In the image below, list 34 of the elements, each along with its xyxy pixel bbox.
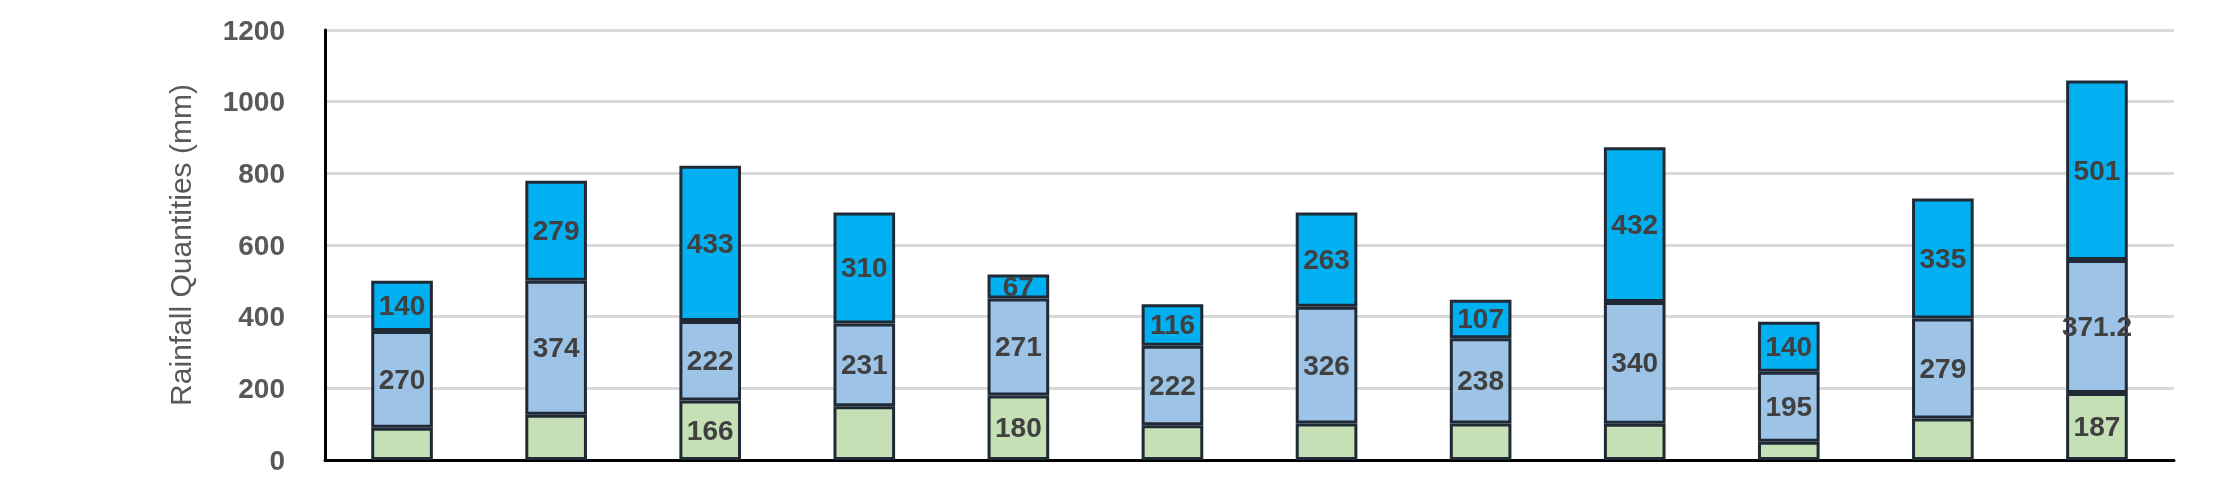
data-label: 279 xyxy=(532,215,580,247)
data-label: 279 xyxy=(1919,352,1967,384)
data-label: 335 xyxy=(1919,242,1967,274)
y-tick-label: 400 xyxy=(238,301,285,333)
data-label: 166 xyxy=(686,414,734,446)
data-label: 433 xyxy=(686,227,734,259)
data-label: 67 xyxy=(1002,270,1034,302)
data-label: 271 xyxy=(995,331,1042,363)
y-tick-label: 800 xyxy=(238,157,285,189)
data-label: 222 xyxy=(1149,369,1196,401)
data-label: 140 xyxy=(1765,331,1813,363)
data-label: 116 xyxy=(1149,309,1196,341)
y-axis-title: Rainfall Quantities (mm) xyxy=(163,84,197,406)
y-tick-label: 200 xyxy=(238,372,285,404)
y-tick-label: 1200 xyxy=(222,14,285,46)
y-tick-label: 1000 xyxy=(222,86,285,118)
y-tick-label: 0 xyxy=(269,444,285,476)
data-label: 326 xyxy=(1303,349,1350,381)
data-label: 222 xyxy=(686,345,734,377)
data-label: 107 xyxy=(1457,303,1504,335)
data-label: 195 xyxy=(1765,391,1813,423)
data-label: 432 xyxy=(1611,209,1659,241)
data-label: 310 xyxy=(840,252,888,284)
data-label: 231 xyxy=(840,349,888,381)
data-label: 340 xyxy=(1611,347,1659,379)
data-label: 263 xyxy=(1303,244,1350,276)
data-label: 180 xyxy=(995,412,1042,444)
data-label: 140 xyxy=(378,290,426,322)
data-label: 374 xyxy=(532,332,580,364)
data-label: 187 xyxy=(2073,411,2121,442)
data-label: 501 xyxy=(2073,154,2121,186)
data-label: 238 xyxy=(1457,365,1504,397)
y-tick-label: 600 xyxy=(238,229,285,261)
data-label: 270 xyxy=(378,363,426,395)
